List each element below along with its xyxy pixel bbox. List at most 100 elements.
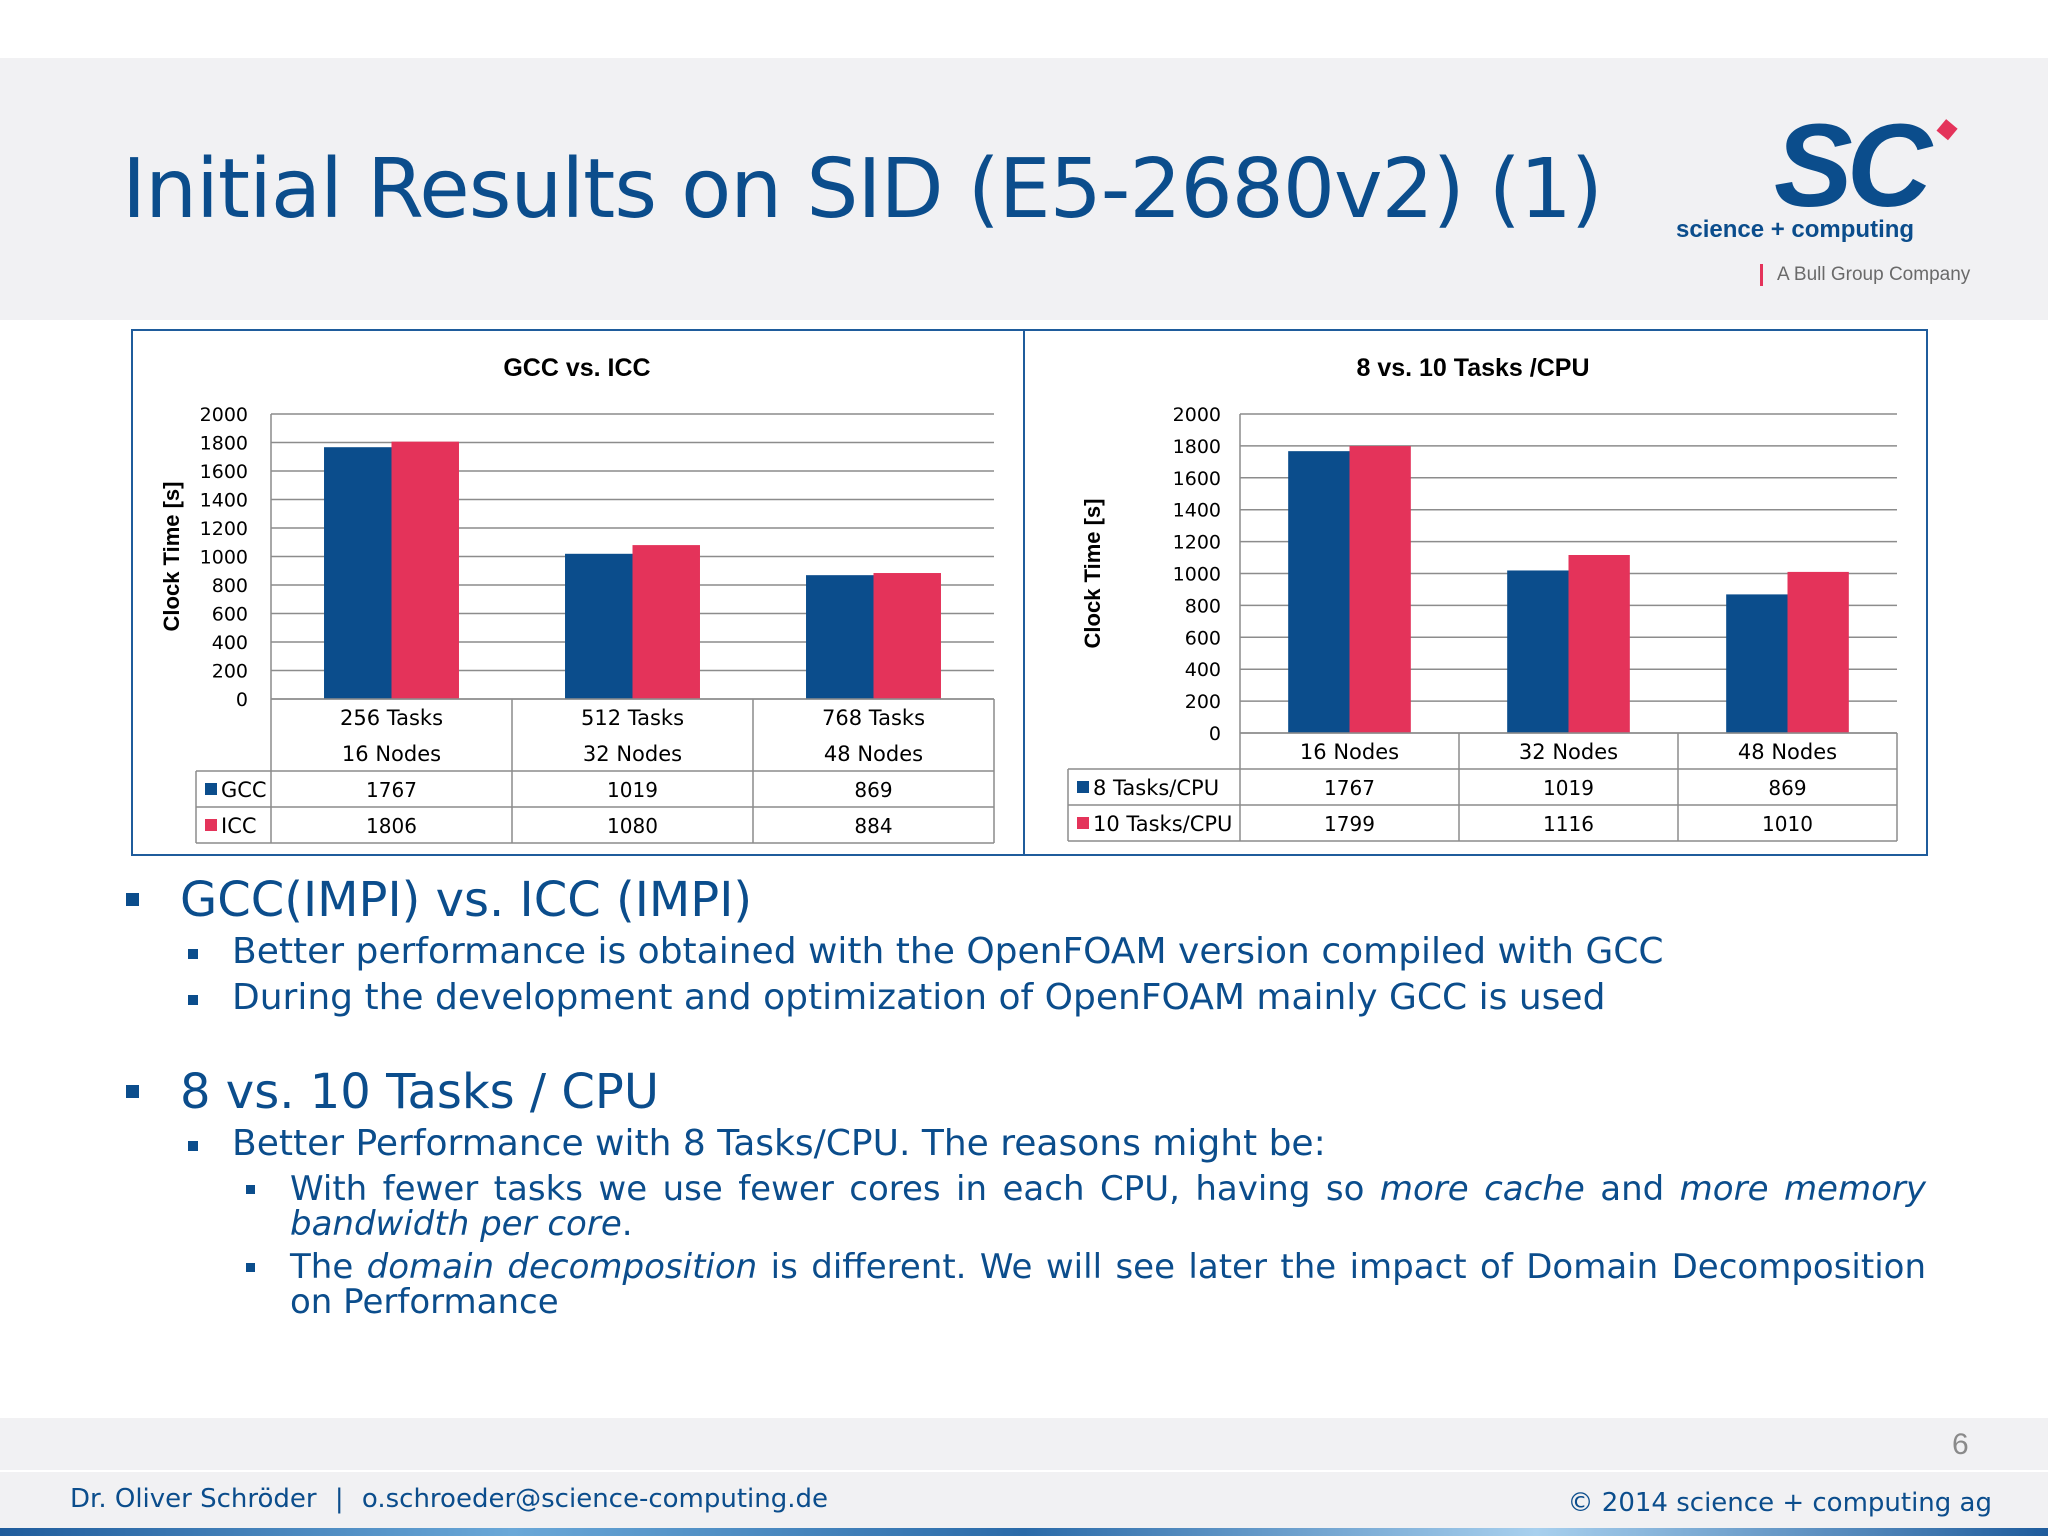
- footer-image-strip: [0, 1528, 2048, 1536]
- y-tick-label: 200: [212, 661, 248, 683]
- bar-gcc: [806, 575, 874, 699]
- bar-icc: [873, 573, 941, 699]
- y-axis-label: Clock Time [s]: [1080, 499, 1105, 649]
- logo-mark: SC: [1774, 108, 1934, 232]
- bullet-marker: [188, 1141, 198, 1151]
- footer-author-name: Dr. Oliver Schröder: [70, 1484, 317, 1514]
- data-value: 869: [1768, 776, 1806, 800]
- logo-red-square: [1936, 119, 1958, 141]
- reason1-text-a: With fewer tasks we use fewer cores in e…: [290, 1169, 1380, 1209]
- header-band: [0, 58, 2048, 320]
- logo-tagline: science + computing: [1676, 216, 1915, 243]
- y-axis-label: Clock Time [s]: [159, 482, 184, 632]
- data-value: 1019: [1543, 776, 1594, 800]
- legend-swatch: [205, 819, 217, 831]
- y-tick-label: 1000: [200, 547, 248, 569]
- company-logo: SC: [1774, 108, 1958, 232]
- bullet-reason-decomposition: The domain decomposition is different. W…: [290, 1250, 1926, 1320]
- category-label: 512 Tasks: [581, 706, 684, 730]
- footer-divider: [0, 1470, 2048, 1472]
- chart-tasks-per-cpu: 8 vs. 10 Tasks /CPU 0 200 400 600 800 1000 1200…: [1067, 354, 1898, 842]
- data-value: 1767: [366, 778, 417, 802]
- y-tick-label: 1600: [200, 461, 248, 483]
- footer-separator: |: [334, 1484, 344, 1514]
- y-tick-label: 600: [1185, 627, 1221, 649]
- y-tick-label: 1400: [1173, 500, 1221, 522]
- bullet-tasks-sub1: Better Performance with 8 Tasks/CPU. The…: [232, 1123, 1326, 1164]
- bullet-marker: [188, 995, 198, 1005]
- bullet-gcc-sub1: Better performance is obtained with the …: [232, 931, 1664, 972]
- category-label: 48 Nodes: [1738, 740, 1837, 764]
- y-tick-label: 0: [236, 689, 248, 711]
- data-value: 1019: [607, 778, 658, 802]
- y-tick-label: 200: [1185, 691, 1221, 713]
- bar-8-tasks-cpu: [1726, 594, 1788, 733]
- data-value: 884: [854, 814, 892, 838]
- category-label: 16 Nodes: [1300, 740, 1399, 764]
- reason1-emph-bandwidth: more memory bandwidth per core: [290, 1169, 1926, 1244]
- data-value: 1010: [1762, 812, 1813, 836]
- category-label: 48 Nodes: [824, 742, 923, 766]
- reason2-emph-domain: domain decomposition: [366, 1247, 758, 1287]
- bullet-gcc-sub2: During the development and optimization …: [232, 977, 1606, 1018]
- y-tick-label: 1400: [200, 490, 248, 512]
- bar-10-tasks-cpu: [1568, 554, 1630, 733]
- y-tick-label: 400: [1185, 659, 1221, 681]
- legend-swatch: [1077, 817, 1089, 829]
- data-value: 1116: [1543, 812, 1594, 836]
- slide-title: Initial Results on SID (E5-2680v2) (1): [122, 142, 1603, 237]
- chart-title: 8 vs. 10 Tasks /CPU: [1356, 354, 1589, 382]
- data-value: 1806: [366, 814, 417, 838]
- reason2-text-a: The: [290, 1247, 367, 1287]
- footer-copyright: © 2014 science + computing ag: [1567, 1488, 1992, 1518]
- y-tick-label: 1200: [200, 518, 248, 540]
- y-tick-label: 1800: [1173, 436, 1221, 458]
- reason2-text-c: is different. We will see later the impa…: [290, 1247, 1926, 1322]
- bullet-tasks-heading: 8 vs. 10 Tasks / CPU: [180, 1064, 659, 1120]
- category-label: 16 Nodes: [342, 742, 441, 766]
- reason1-emph-cache: more cache: [1379, 1169, 1585, 1209]
- legend-swatch: [205, 783, 217, 795]
- data-value: 1080: [607, 814, 658, 838]
- y-tick-label: 2000: [1173, 404, 1221, 426]
- y-tick-label: 1600: [1173, 468, 1221, 490]
- y-tick-label: 600: [212, 604, 248, 626]
- category-label: 32 Nodes: [583, 742, 682, 766]
- y-tick-label: 800: [212, 575, 248, 597]
- data-value: 1767: [1324, 776, 1375, 800]
- bullet-marker: [126, 1085, 139, 1098]
- data-value: 869: [854, 778, 892, 802]
- reason1-text-e: .: [621, 1204, 633, 1244]
- bar-gcc: [324, 447, 392, 699]
- data-value: 1799: [1324, 812, 1375, 836]
- bullet-marker: [126, 893, 139, 906]
- legend-label: 10 Tasks/CPU: [1093, 812, 1232, 836]
- logo-group-text: A Bull Group Company: [1760, 264, 1970, 286]
- category-label: 32 Nodes: [1519, 740, 1618, 764]
- chart-title: GCC vs. ICC: [503, 354, 650, 382]
- y-tick-label: 1800: [200, 433, 248, 455]
- page-number: 6: [1952, 1428, 1969, 1461]
- bullet-gcc-heading: GCC(IMPI) vs. ICC (IMPI): [180, 872, 753, 928]
- chart-divider: [1023, 329, 1025, 856]
- y-tick-label: 2000: [200, 404, 248, 426]
- bullet-marker: [188, 949, 198, 959]
- footer-band: [0, 1418, 2048, 1536]
- legend-label: ICC: [221, 814, 257, 838]
- bar-10-tasks-cpu: [1787, 571, 1849, 733]
- footer-author: Dr. Oliver Schröder | o.schroeder@scienc…: [70, 1484, 828, 1514]
- y-tick-label: 400: [212, 632, 248, 654]
- bar-8-tasks-cpu: [1288, 451, 1350, 733]
- category-label: 768 Tasks: [822, 706, 925, 730]
- legend-label: 8 Tasks/CPU: [1093, 776, 1219, 800]
- category-label: 256 Tasks: [340, 706, 443, 730]
- chart-gcc-vs-icc: GCC vs. ICC 0 200 400 600 800 1000 1200 1400 1600…: [159, 354, 995, 844]
- footer-email[interactable]: o.schroeder@science-computing.de: [361, 1484, 829, 1514]
- bar-icc: [391, 441, 459, 699]
- bullet-marker: [246, 1185, 255, 1194]
- bar-icc: [632, 545, 700, 699]
- reason1-text-c: and: [1584, 1169, 1680, 1209]
- y-tick-label: 800: [1185, 595, 1221, 617]
- bar-10-tasks-cpu: [1349, 446, 1411, 733]
- bar-8-tasks-cpu: [1507, 570, 1569, 733]
